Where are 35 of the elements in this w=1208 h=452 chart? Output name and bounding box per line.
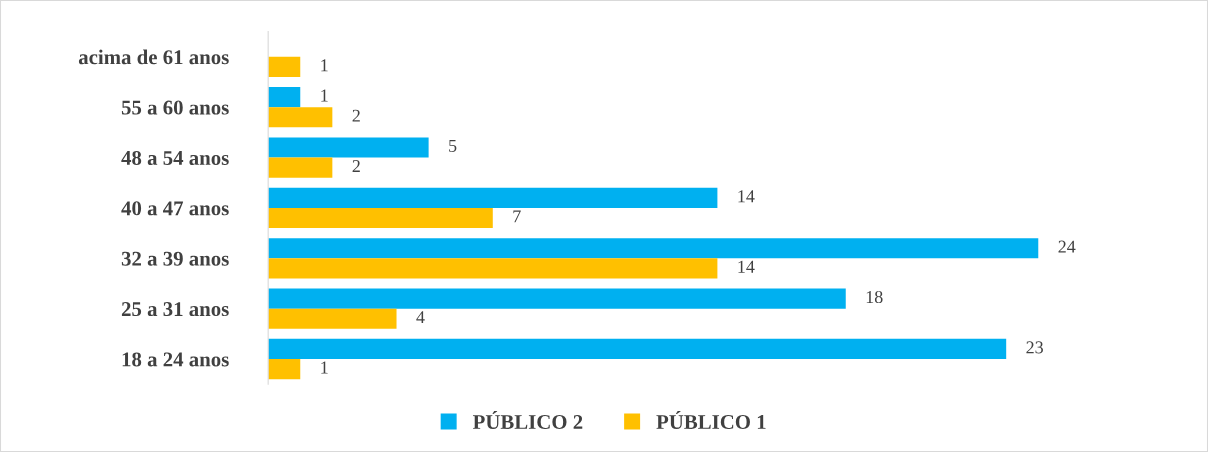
bar bbox=[268, 56, 301, 77]
data-label: 24 bbox=[1058, 240, 1076, 253]
y-tick-label: 32 a 39 anos bbox=[121, 251, 229, 266]
data-label: 2 bbox=[352, 109, 360, 122]
data-label: 1 bbox=[321, 89, 328, 102]
bar bbox=[268, 157, 333, 178]
bar bbox=[268, 258, 718, 279]
bar bbox=[268, 207, 493, 229]
y-tick-label: 40 a 47 anos bbox=[121, 201, 229, 216]
data-label: 5 bbox=[449, 140, 457, 152]
bar bbox=[268, 288, 846, 309]
legend-label: PÚBLICO 2 bbox=[472, 411, 583, 430]
data-label: 7 bbox=[513, 210, 521, 223]
data-label: 1 bbox=[321, 59, 328, 72]
y-tick-label: 18 a 24 anos bbox=[122, 352, 229, 367]
data-label: 18 bbox=[866, 290, 883, 304]
data-label: 14 bbox=[738, 260, 755, 273]
data-label: 4 bbox=[416, 311, 425, 324]
data-label: 2 bbox=[352, 160, 360, 172]
bar bbox=[268, 359, 301, 380]
data-label: 1 bbox=[321, 361, 328, 374]
bar bbox=[268, 87, 301, 108]
y-tick-label: 25 a 31 anos bbox=[121, 302, 229, 317]
data-label: 23 bbox=[1026, 341, 1043, 354]
bar bbox=[268, 338, 1007, 360]
data-label: 14 bbox=[738, 190, 755, 203]
bar bbox=[268, 238, 1039, 259]
bar bbox=[268, 187, 718, 208]
y-tick-label: 55 a 60 anos bbox=[121, 100, 229, 115]
bar bbox=[268, 308, 397, 329]
bar bbox=[268, 107, 333, 128]
bar bbox=[268, 137, 429, 158]
legend-label: PÚBLICO 1 bbox=[656, 411, 766, 430]
y-tick-label: acima de 61 anos bbox=[78, 49, 229, 65]
y-tick-label: 48 a 54 anos bbox=[121, 150, 229, 165]
